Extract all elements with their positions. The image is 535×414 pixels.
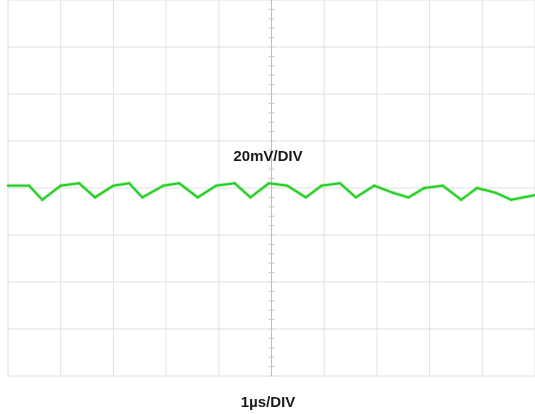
trace-point xyxy=(267,182,271,185)
trace-point xyxy=(304,196,307,199)
trace-point xyxy=(27,184,31,187)
trace-point xyxy=(423,186,426,190)
trace-point xyxy=(441,184,444,187)
trace-point xyxy=(59,184,62,187)
trace-point xyxy=(6,184,10,187)
trace-point xyxy=(249,196,252,199)
trace-point xyxy=(77,182,81,185)
trace-point xyxy=(93,196,97,199)
trace-point xyxy=(178,182,181,185)
trace-point xyxy=(141,196,144,199)
graticule-center-ticks xyxy=(268,0,275,377)
trace-point xyxy=(373,184,376,187)
trace-point xyxy=(510,198,513,201)
x-scale-label: 1µs/DIV xyxy=(241,394,296,411)
trace-point xyxy=(320,184,323,187)
trace-point xyxy=(460,198,463,201)
trace-point xyxy=(286,184,289,187)
trace-point xyxy=(494,191,497,194)
trace-point xyxy=(391,191,394,194)
trace-points xyxy=(6,182,535,201)
trace-point xyxy=(407,196,410,199)
trace-point xyxy=(162,184,165,187)
trace-point xyxy=(128,182,131,185)
trace-point xyxy=(196,196,199,199)
trace-point xyxy=(475,186,479,190)
y-scale-label: 20mV/DIV xyxy=(233,148,302,165)
trace-point xyxy=(338,182,342,185)
trace-point xyxy=(233,182,236,185)
trace-point xyxy=(214,184,218,187)
trace-point xyxy=(112,184,115,187)
trace-point xyxy=(354,196,358,199)
trace-point xyxy=(41,198,44,201)
